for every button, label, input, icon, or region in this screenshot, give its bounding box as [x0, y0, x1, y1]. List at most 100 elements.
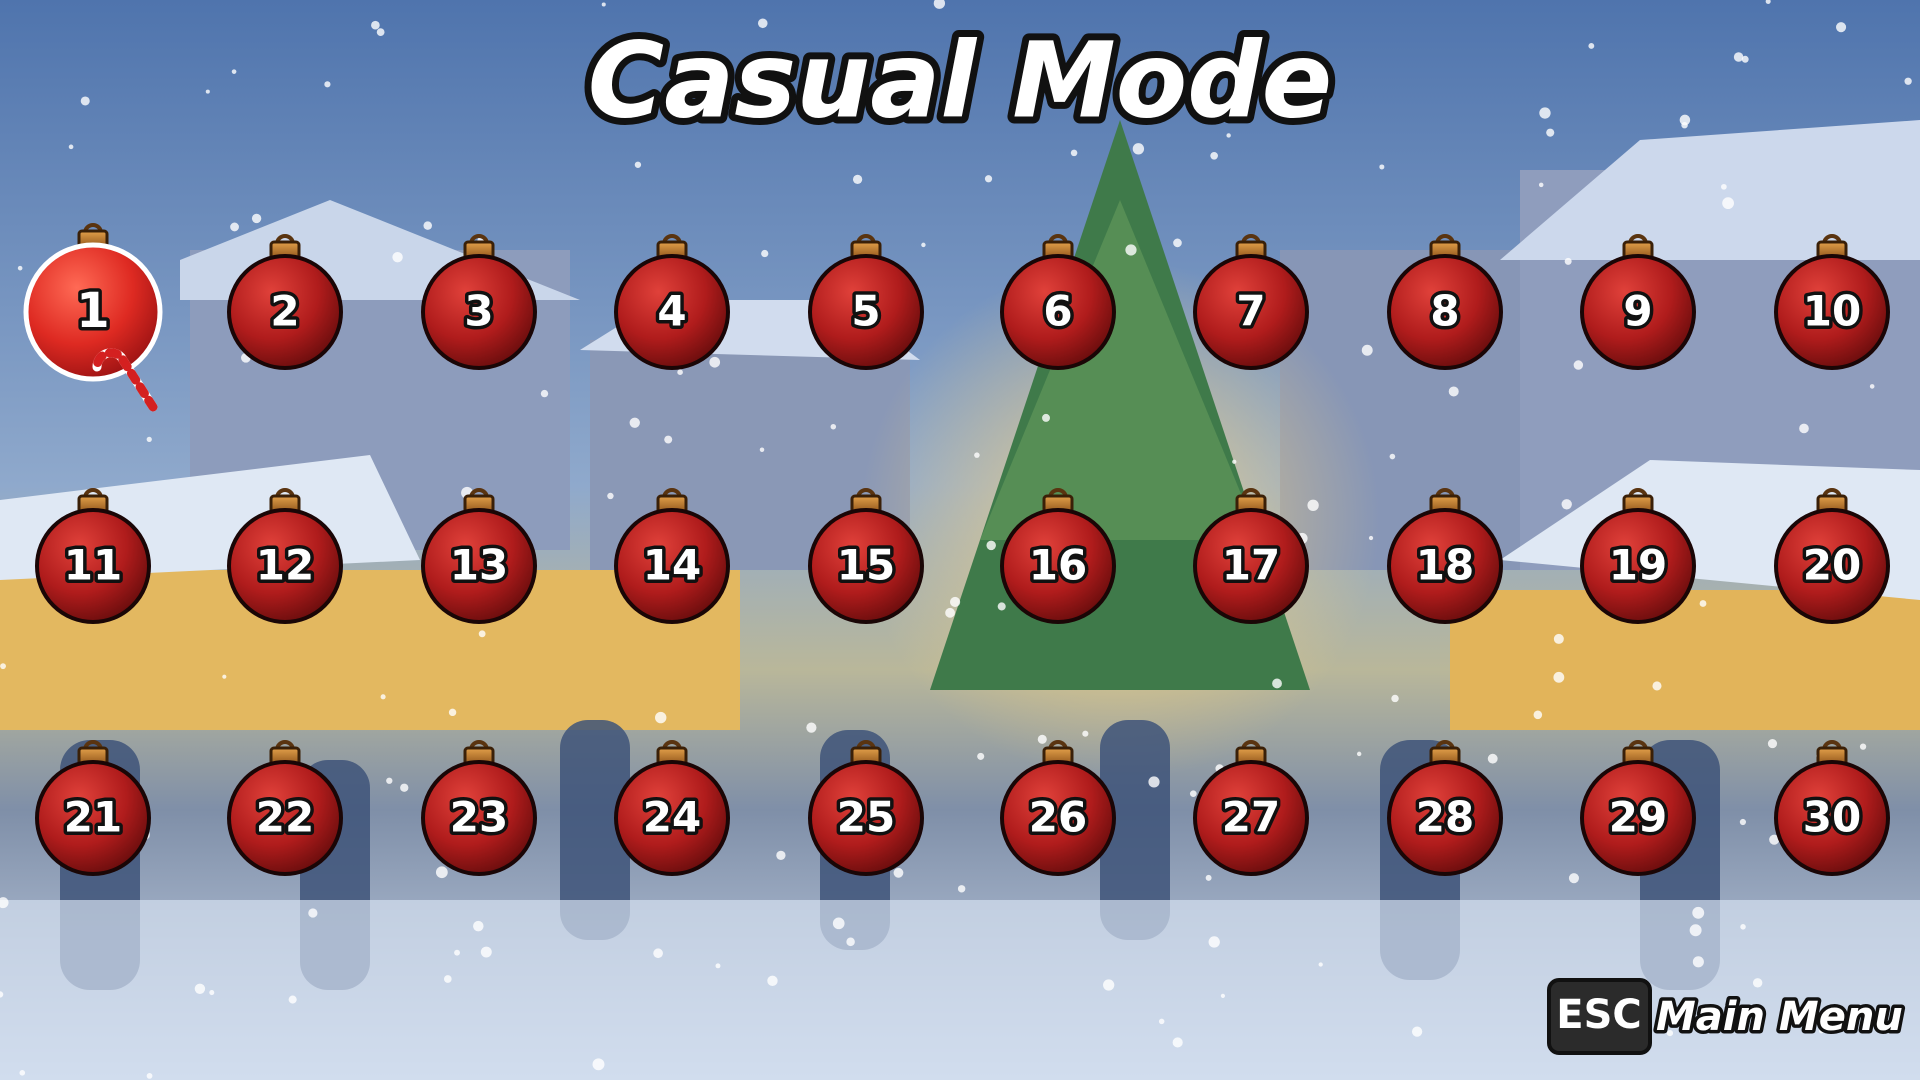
ornament-ball — [1387, 254, 1503, 370]
level-ornament[interactable]: 15 — [808, 488, 924, 624]
snowflake — [761, 249, 769, 258]
snowflake — [0, 663, 6, 670]
snowflake — [1368, 535, 1374, 541]
level-ornament[interactable]: 14 — [614, 488, 730, 624]
level-ornament[interactable]: 21 — [35, 740, 151, 876]
level-ornament[interactable]: 2 — [227, 234, 343, 370]
snowflake — [1220, 993, 1225, 998]
snowflake — [1573, 360, 1584, 370]
level-ornament[interactable]: 20 — [1774, 488, 1890, 624]
snowflake — [893, 867, 904, 878]
level-ornament[interactable]: 7 — [1193, 234, 1309, 370]
level-number: 15 — [837, 541, 895, 590]
snowflake — [1692, 956, 1704, 968]
level-ornament[interactable]: 16 — [1000, 488, 1116, 624]
level-ornament[interactable]: 6 — [1000, 234, 1116, 370]
snowflake — [1070, 149, 1078, 157]
snowflake — [386, 777, 393, 784]
snowflake — [1042, 413, 1050, 422]
level-ornament[interactable]: 23 — [421, 740, 537, 876]
snowflake — [454, 949, 460, 956]
level-number: 11 — [64, 541, 122, 590]
snowflake — [945, 607, 955, 618]
level-ornament[interactable]: 8 — [1387, 234, 1503, 370]
level-ornament[interactable]: 29 — [1580, 740, 1696, 876]
snowflake — [757, 18, 768, 29]
snowflake — [601, 2, 606, 7]
snowflake — [1487, 753, 1498, 764]
snowflake — [540, 389, 549, 398]
snowflake — [1769, 834, 1780, 845]
level-number: 26 — [1029, 793, 1087, 842]
ornament-ball — [35, 760, 151, 876]
snowflake — [830, 423, 837, 430]
level-ornament[interactable]: 18 — [1387, 488, 1503, 624]
snowflake — [231, 69, 237, 74]
level-number: 30 — [1803, 793, 1861, 842]
level-ornament[interactable]: 17 — [1193, 488, 1309, 624]
level-number: 5 — [851, 287, 880, 336]
snowflake — [1767, 739, 1778, 749]
snowflake — [1272, 678, 1282, 689]
snowflake — [1588, 43, 1595, 49]
ornament-ball — [421, 508, 537, 624]
key-cap — [1547, 978, 1652, 1055]
snowflake — [1318, 962, 1323, 967]
level-ornament[interactable]: 27 — [1193, 740, 1309, 876]
level-ornament[interactable]: 5 — [808, 234, 924, 370]
snowflake — [205, 89, 210, 94]
level-ornament[interactable]: 9 — [1580, 234, 1696, 370]
snowflake — [1356, 751, 1362, 757]
level-ornament[interactable]: 11 — [35, 488, 151, 624]
level-ornament[interactable]: 25 — [808, 740, 924, 876]
snowflake — [846, 937, 855, 947]
snowflake — [478, 630, 486, 638]
snowflake — [1082, 730, 1089, 737]
snowflake — [1722, 197, 1734, 210]
level-ornament[interactable]: 3 — [421, 234, 537, 370]
ornament-ball — [1193, 508, 1309, 624]
level-ornament[interactable]: 22 — [227, 740, 343, 876]
snowflake — [1132, 143, 1145, 155]
level-ornament[interactable]: 26 — [1000, 740, 1116, 876]
snowflake — [0, 897, 9, 909]
snowflake — [677, 369, 683, 376]
level-ornament[interactable]: 10 — [1774, 234, 1890, 370]
snowflake — [1172, 1037, 1183, 1048]
level-ornament[interactable]: 4 — [614, 234, 730, 370]
snowflake — [443, 975, 452, 983]
snowflake — [1568, 873, 1579, 884]
level-ornament[interactable]: 24 — [614, 740, 730, 876]
snowflake — [1741, 55, 1749, 63]
ornament-ball — [614, 508, 730, 624]
snowflake — [1733, 52, 1744, 62]
snowflake — [759, 447, 765, 452]
level-ornament[interactable]: 28 — [1387, 740, 1503, 876]
snowflake — [251, 213, 262, 224]
snowflake — [1546, 128, 1555, 137]
level-number: 6 — [1043, 287, 1072, 336]
level-number: 7 — [1236, 287, 1265, 336]
snowflake — [1538, 182, 1544, 188]
snowflake — [1721, 183, 1727, 190]
level-ornament[interactable]: 1 — [23, 223, 163, 412]
snowflake — [974, 452, 980, 458]
ornament-ball — [1580, 508, 1696, 624]
level-ornament[interactable]: 19 — [1580, 488, 1696, 624]
snowflake — [19, 1069, 26, 1076]
hint-label: Main Menu — [1656, 994, 1903, 1040]
ornament-ball — [227, 254, 343, 370]
snowflake — [1125, 244, 1137, 256]
level-ornament[interactable]: 13 — [421, 488, 537, 624]
snowflake — [222, 674, 227, 679]
snowflake — [607, 492, 614, 500]
snowflake — [288, 995, 297, 1004]
snowflake — [1652, 681, 1662, 691]
back-hint[interactable]: ESC Main Menu — [1547, 978, 1906, 1055]
level-ornament[interactable]: 12 — [227, 488, 343, 624]
level-ornament[interactable]: 30 — [1774, 740, 1890, 876]
